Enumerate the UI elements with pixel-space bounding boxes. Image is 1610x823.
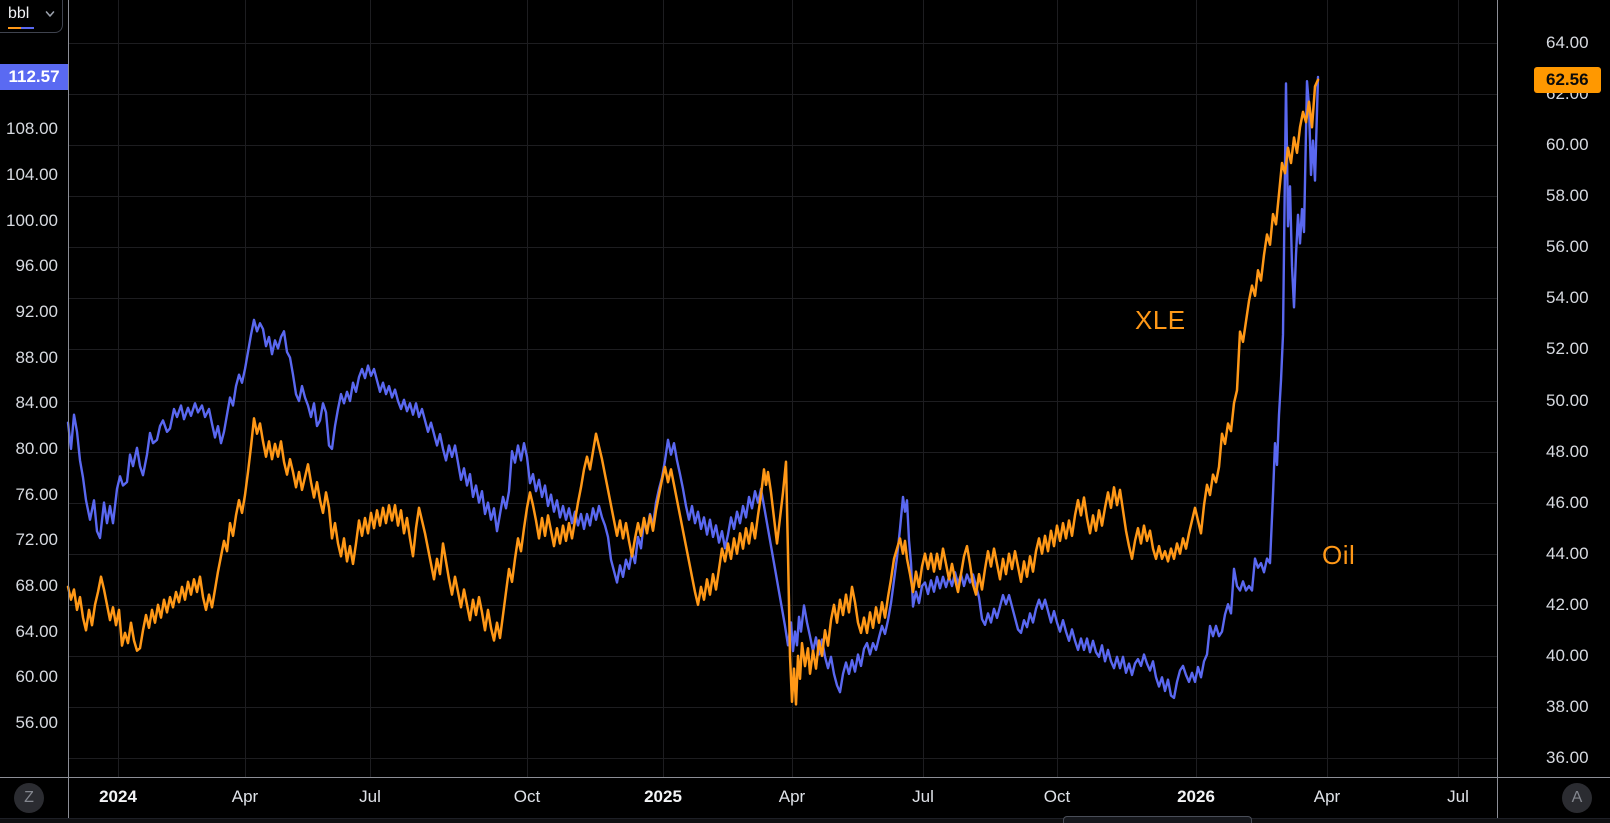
time-scale[interactable]: 2024 Apr Jul Oct 2025 Apr Jul Oct 2026 Apr Jul (0, 778, 1610, 818)
left-axis-label: 100.00 (6, 210, 58, 230)
right-axis-label: 64.00 (1546, 33, 1589, 52)
right-axis-label: 46.00 (1546, 492, 1589, 512)
right-axis-label: 50.00 (1546, 390, 1589, 410)
unit-dropdown[interactable]: bbl (0, 0, 63, 33)
chevron-down-icon (45, 11, 55, 17)
left-axis-label: 84.00 (15, 393, 58, 413)
left-axis-label: 56.00 (15, 713, 58, 732)
time-axis-label: Apr (231, 787, 259, 806)
time-axis-label: 2025 (644, 787, 682, 806)
left-price-scale[interactable]: 108.00 104.00 100.00 96.00 92.00 88.00 84.00 80… (0, 0, 68, 777)
left-axis-label: 92.00 (15, 301, 58, 321)
left-axis-label: 76.00 (15, 484, 58, 504)
right-axis-label: 44.00 (1546, 543, 1589, 563)
right-axis-label: 58.00 (1546, 186, 1589, 206)
oil-annotation-label[interactable]: Oil (1322, 540, 1356, 570)
left-axis-label: 68.00 (15, 575, 58, 595)
left-axis-label: 108.00 (6, 119, 58, 139)
left-axis-label: 88.00 (15, 347, 58, 367)
xle-last-price-badge: 62.56 (1534, 67, 1601, 93)
time-axis-label: Apr (778, 787, 806, 806)
time-axis-label: Oct (513, 787, 541, 806)
timezone-button[interactable]: Z (14, 783, 44, 813)
auto-scale-button[interactable]: A (1562, 783, 1592, 813)
unit-dropdown-label: bbl (8, 5, 30, 22)
right-axis-label: 48.00 (1546, 441, 1589, 461)
right-axis-label: 40.00 (1546, 645, 1589, 665)
time-axis-label: Apr (1313, 787, 1341, 806)
left-axis-label: 60.00 (15, 667, 58, 687)
time-axis-label: 2026 (1177, 787, 1215, 806)
left-axis-label: 64.00 (15, 621, 58, 641)
left-axis-label: 80.00 (15, 438, 58, 458)
series-color-underline (8, 27, 34, 29)
right-axis-label: 56.00 (1546, 237, 1589, 257)
left-axis-label: 72.00 (15, 530, 58, 550)
time-axis-label: Oct (1043, 787, 1071, 806)
xle-series-line (66, 78, 1320, 706)
right-axis-label: 42.00 (1546, 594, 1589, 614)
left-axis-label: 96.00 (15, 256, 58, 276)
right-axis-label: 38.00 (1546, 696, 1589, 716)
oil-series-line (66, 75, 1320, 700)
time-axis-label: Jul (912, 787, 934, 806)
oil-last-price-badge: 112.57 (0, 64, 68, 90)
time-axis-label: Jul (1447, 787, 1469, 806)
time-axis-label: 2024 (99, 787, 137, 806)
left-axis-label: 104.00 (6, 164, 58, 184)
bottom-toolbar-edge (0, 818, 1610, 823)
xle-annotation-label[interactable]: XLE (1135, 305, 1186, 335)
right-price-scale[interactable]: 64.00 62.00 60.00 58.00 56.00 54.00 52.00 50.00… (1497, 0, 1610, 777)
right-axis-label: 54.00 (1546, 288, 1589, 308)
right-axis-label: 36.00 (1546, 748, 1589, 767)
date-range-box-edge[interactable] (1063, 816, 1252, 823)
right-axis-label: 52.00 (1546, 339, 1589, 359)
right-axis-label: 60.00 (1546, 135, 1589, 155)
time-axis-label: Jul (359, 787, 381, 806)
